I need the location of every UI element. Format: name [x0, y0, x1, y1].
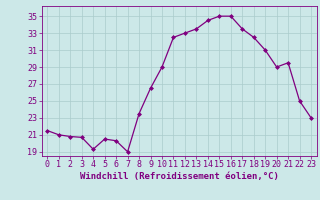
X-axis label: Windchill (Refroidissement éolien,°C): Windchill (Refroidissement éolien,°C) [80, 172, 279, 181]
